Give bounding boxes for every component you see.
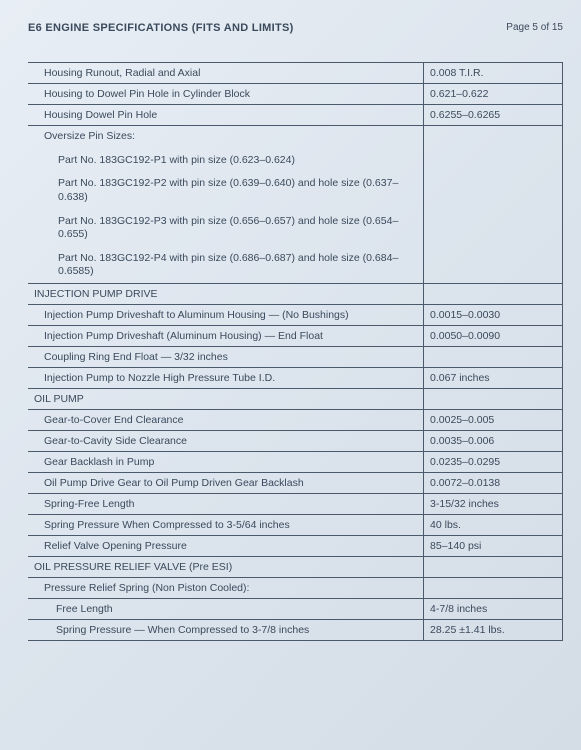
table-row: Relief Valve Opening Pressure85–140 psi	[28, 536, 563, 557]
table-row: Spring Pressure When Compressed to 3-5/6…	[28, 515, 563, 536]
oversize-value-empty	[424, 126, 563, 284]
spec-label: Housing Dowel Pin Hole	[28, 105, 424, 126]
spec-value: 0.0050–0.0090	[424, 326, 563, 347]
table-row: Injection Pump Driveshaft to Aluminum Ho…	[28, 305, 563, 326]
spec-value: 0.008 T.I.R.	[424, 63, 563, 84]
table-row: Free Length4-7/8 inches	[28, 599, 563, 620]
table-row: Gear-to-Cavity Side Clearance0.0035–0.00…	[28, 431, 563, 452]
table-row: Spring Pressure — When Compressed to 3-7…	[28, 620, 563, 641]
table-row: Coupling Ring End Float — 3/32 inches	[28, 347, 563, 368]
specifications-table: Housing Runout, Radial and Axial0.008 T.…	[28, 62, 563, 641]
section-value-empty	[424, 557, 563, 578]
section-header-row: OIL PRESSURE RELIEF VALVE (Pre ESI)	[28, 557, 563, 578]
oversize-header: Oversize Pin Sizes:	[44, 130, 417, 144]
spec-value: 0.0015–0.0030	[424, 305, 563, 326]
spec-label: Injection Pump to Nozzle High Pressure T…	[28, 368, 424, 389]
oversize-content: Oversize Pin Sizes: Part No. 183GC192-P1 …	[28, 126, 424, 284]
spec-value: 85–140 psi	[424, 536, 563, 557]
spec-label: Spring Pressure When Compressed to 3-5/6…	[28, 515, 424, 536]
document-title: E6 ENGINE SPECIFICATIONS (FITS AND LIMIT…	[28, 22, 294, 34]
spec-label: Free Length	[28, 599, 424, 620]
oversize-item: Part No. 183GC192-P4 with pin size (0.68…	[44, 252, 417, 279]
spec-label: Spring-Free Length	[28, 494, 424, 515]
table-row: Spring-Free Length3-15/32 inches	[28, 494, 563, 515]
spec-label: Housing Runout, Radial and Axial	[28, 63, 424, 84]
oversize-item: Part No. 183GC192-P1 with pin size (0.62…	[44, 154, 417, 168]
spec-label: Gear Backlash in Pump	[28, 452, 424, 473]
spec-label: Gear-to-Cavity Side Clearance	[28, 431, 424, 452]
table-row: Housing Runout, Radial and Axial0.008 T.…	[28, 63, 563, 84]
table-row: Injection Pump to Nozzle High Pressure T…	[28, 368, 563, 389]
spec-label: Gear-to-Cover End Clearance	[28, 410, 424, 431]
spec-value: 0.0035–0.006	[424, 431, 563, 452]
spec-value: 3-15/32 inches	[424, 494, 563, 515]
spec-value: 0.621–0.622	[424, 84, 563, 105]
table-row: Gear-to-Cover End Clearance0.0025–0.005	[28, 410, 563, 431]
oversize-row: Oversize Pin Sizes: Part No. 183GC192-P1 …	[28, 126, 563, 284]
table-row: Housing to Dowel Pin Hole in Cylinder Bl…	[28, 84, 563, 105]
section-header-row: OIL PUMP	[28, 389, 563, 410]
spec-label: Housing to Dowel Pin Hole in Cylinder Bl…	[28, 84, 424, 105]
table-row: Gear Backlash in Pump0.0235–0.0295	[28, 452, 563, 473]
spec-value: 28.25 ±1.41 lbs.	[424, 620, 563, 641]
section-value-empty	[424, 284, 563, 305]
section-title: INJECTION PUMP DRIVE	[28, 284, 424, 305]
spec-value: 0.0025–0.005	[424, 410, 563, 431]
section-title: OIL PRESSURE RELIEF VALVE (Pre ESI)	[28, 557, 424, 578]
spec-label: Coupling Ring End Float — 3/32 inches	[28, 347, 424, 368]
oversize-item: Part No. 183GC192-P2 with pin size (0.63…	[44, 177, 417, 204]
spec-label: Oil Pump Drive Gear to Oil Pump Driven G…	[28, 473, 424, 494]
spec-label: Relief Valve Opening Pressure	[28, 536, 424, 557]
spec-label: Pressure Relief Spring (Non Piston Coole…	[28, 578, 424, 599]
section-title: OIL PUMP	[28, 389, 424, 410]
spec-value: 0.6255–0.6265	[424, 105, 563, 126]
table-row: Pressure Relief Spring (Non Piston Coole…	[28, 578, 563, 599]
page-number: Page 5 of 15	[506, 22, 563, 33]
spec-value	[424, 347, 563, 368]
spec-value: 0.067 inches	[424, 368, 563, 389]
spec-value	[424, 578, 563, 599]
oversize-item: Part No. 183GC192-P3 with pin size (0.65…	[44, 215, 417, 242]
spec-label: Spring Pressure — When Compressed to 3-7…	[28, 620, 424, 641]
table-row: Housing Dowel Pin Hole0.6255–0.6265	[28, 105, 563, 126]
spec-value: 0.0235–0.0295	[424, 452, 563, 473]
table-row: Oil Pump Drive Gear to Oil Pump Driven G…	[28, 473, 563, 494]
section-header-row: INJECTION PUMP DRIVE	[28, 284, 563, 305]
spec-value: 4-7/8 inches	[424, 599, 563, 620]
section-value-empty	[424, 389, 563, 410]
table-row: Injection Pump Driveshaft (Aluminum Hous…	[28, 326, 563, 347]
spec-label: Injection Pump Driveshaft (Aluminum Hous…	[28, 326, 424, 347]
spec-label: Injection Pump Driveshaft to Aluminum Ho…	[28, 305, 424, 326]
spec-value: 0.0072–0.0138	[424, 473, 563, 494]
spec-value: 40 lbs.	[424, 515, 563, 536]
